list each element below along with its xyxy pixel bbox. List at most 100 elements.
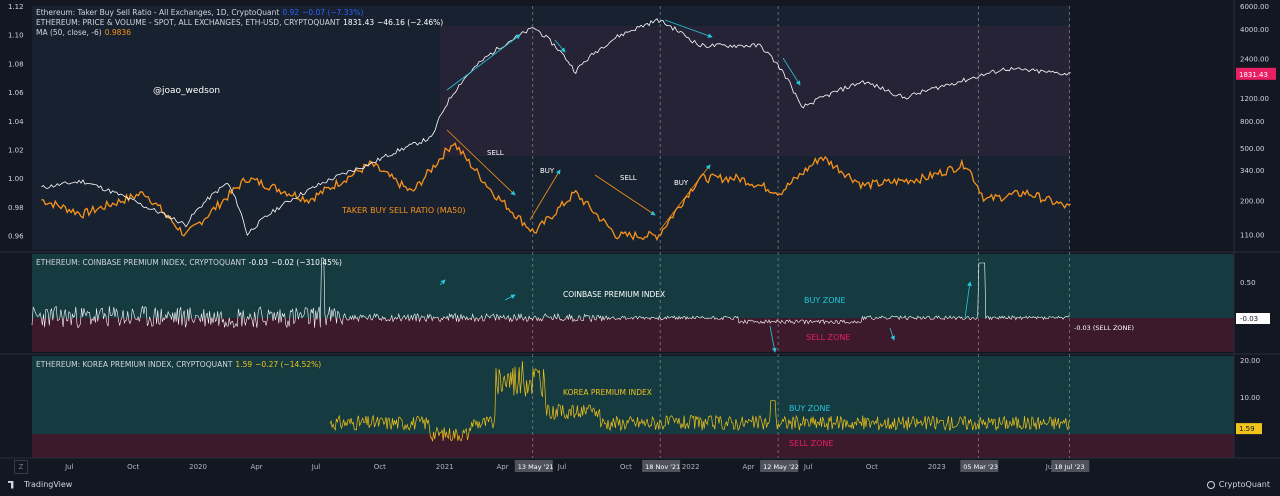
annotation-buy-2: BUY bbox=[674, 179, 689, 187]
x-tick-14: 2023 bbox=[928, 463, 946, 471]
cryptoquant-brand[interactable]: CryptoQuant bbox=[1206, 480, 1270, 489]
right-tick-top-4: 800.00 bbox=[1240, 118, 1265, 126]
cryptoquant-logo-icon bbox=[1206, 480, 1215, 489]
korea-sell-zone bbox=[32, 434, 1234, 458]
annotation-arrow-0 bbox=[446, 34, 521, 91]
legend-korea-change: −0.27 (−14.52%) bbox=[255, 360, 322, 369]
left-tick-1: 1.10 bbox=[8, 32, 24, 40]
annotation-sell-2: SELL bbox=[620, 174, 637, 182]
annotation-arrow-3 bbox=[782, 57, 801, 86]
x-tick-1: Oct bbox=[127, 463, 139, 471]
coinbase-buy-zone bbox=[32, 254, 1234, 318]
legend-ma-name: MA (50, close, -6) bbox=[36, 28, 102, 37]
right-tick-top-6: 340.00 bbox=[1240, 167, 1265, 175]
x-tick-2: 2020 bbox=[189, 463, 207, 471]
legend-korea-value: 1.59 bbox=[235, 360, 253, 369]
watermark-text: @joao_wedson bbox=[153, 86, 220, 96]
x-marker-box-4 bbox=[1051, 460, 1090, 472]
annotation-arrow-4 bbox=[446, 129, 516, 196]
annotation-arrow-1 bbox=[554, 39, 566, 53]
annotation-buy-1: BUY bbox=[540, 167, 555, 175]
top-panel-fill bbox=[32, 6, 1070, 250]
x-tick-10: 2022 bbox=[682, 463, 700, 471]
korea-title: KOREA PREMIUM INDEX bbox=[563, 388, 652, 397]
x-marker-box-0 bbox=[514, 460, 553, 472]
x-tick-0: Jul bbox=[64, 463, 74, 471]
x-marker-box-1 bbox=[642, 460, 681, 472]
annotation-arrow-12 bbox=[889, 327, 896, 341]
zoom-button[interactable]: Z bbox=[14, 460, 28, 474]
ma-line bbox=[41, 142, 1071, 242]
coinbase-end-label: -0.03 (SELL ZONE) bbox=[1074, 324, 1134, 332]
annotation-arrow-7 bbox=[659, 164, 711, 231]
legend-ratio-value: 0.92 bbox=[282, 8, 300, 17]
coinbase-title: COINBASE PREMIUM INDEX bbox=[563, 290, 665, 299]
annotation-arrow-6 bbox=[594, 174, 656, 216]
korea-value-box bbox=[1236, 423, 1262, 435]
annotation-arrow-5 bbox=[529, 169, 561, 221]
annotation-arrow-2 bbox=[664, 19, 713, 38]
legend-coinbase-change: −0.02 (−310.45%) bbox=[271, 258, 342, 267]
legend-coinbase: ETHEREUM: COINBASE PREMIUM INDEX, CRYPTO… bbox=[36, 258, 345, 268]
price-area-fill bbox=[440, 26, 1070, 156]
tradingview-brand[interactable]: TradingView bbox=[8, 480, 72, 489]
coinbase-line bbox=[31, 257, 1071, 329]
x-marker-box-3 bbox=[960, 460, 999, 472]
legend-ratio-name: Ethereum: Taker Buy Sell Ratio - All Exc… bbox=[36, 8, 280, 17]
price-label-box bbox=[1236, 67, 1276, 80]
x-marker-label-1: 18 Nov '21 bbox=[645, 463, 680, 471]
legend-price-value: 1831.43 bbox=[343, 18, 375, 27]
coinbase-tick-0: 0.50 bbox=[1240, 279, 1256, 287]
coinbase-sell-zone-label: SELL ZONE bbox=[806, 333, 850, 342]
x-tick-12: Jul bbox=[803, 463, 813, 471]
x-marker-box-2 bbox=[760, 460, 799, 472]
legend-top: Ethereum: Taker Buy Sell Ratio - All Exc… bbox=[36, 8, 446, 38]
coinbase-sell-zone bbox=[32, 318, 1234, 352]
annotation-arrow-9 bbox=[504, 294, 516, 301]
right-tick-top-2: 2400.00 bbox=[1240, 55, 1269, 63]
left-tick-0: 1.12 bbox=[8, 3, 24, 11]
left-tick-3: 1.06 bbox=[8, 89, 24, 97]
x-tick-7: Apr bbox=[496, 463, 508, 471]
legend-price-change: −46.16 (−2.46%) bbox=[377, 18, 444, 27]
legend-coinbase-value: -0.03 bbox=[248, 258, 269, 267]
korea-buy-zone-label: BUY ZONE bbox=[789, 404, 831, 413]
x-tick-4: Jul bbox=[311, 463, 321, 471]
korea-line bbox=[329, 361, 1071, 442]
x-tick-15: Jul bbox=[1045, 463, 1055, 471]
left-tick-2: 1.08 bbox=[8, 60, 24, 68]
annotation-arrow-8 bbox=[439, 279, 446, 286]
x-marker-label-2: 12 May '22 bbox=[763, 463, 799, 471]
x-marker-label-3: 05 Mar '23 bbox=[963, 463, 998, 471]
x-tick-5: Oct bbox=[374, 463, 386, 471]
korea-tick-1: 10.00 bbox=[1240, 394, 1260, 402]
coinbase-value-text: -0.03 bbox=[1240, 315, 1258, 323]
right-tick-top-0: 6000.00 bbox=[1240, 3, 1269, 11]
tradingview-logo-icon bbox=[8, 480, 14, 489]
right-tick-top-1: 4000.00 bbox=[1240, 26, 1269, 34]
x-marker-label-4: 18 Jul '23 bbox=[1054, 463, 1084, 471]
right-tick-top-8: 110.00 bbox=[1240, 232, 1265, 240]
x-tick-9: Oct bbox=[620, 463, 632, 471]
annotation-ma-label: TAKER BUY SELL RATIO (MA50) bbox=[341, 206, 465, 215]
left-tick-6: 1.00 bbox=[8, 175, 24, 183]
x-marker-label-0: 13 May '21 bbox=[518, 463, 554, 471]
coinbase-value-box bbox=[1236, 313, 1270, 324]
right-tick-top-3: 1200.00 bbox=[1240, 95, 1269, 103]
price-label-text: 1831.43 bbox=[1239, 71, 1268, 79]
legend-coinbase-name: ETHEREUM: COINBASE PREMIUM INDEX, CRYPTO… bbox=[36, 258, 246, 267]
korea-sell-zone-label: SELL ZONE bbox=[789, 439, 833, 448]
legend-korea-name: ETHEREUM: KOREA PREMIUM INDEX, CRYPTOQUA… bbox=[36, 360, 233, 369]
left-tick-4: 1.04 bbox=[8, 118, 24, 126]
coinbase-buy-zone-label: BUY ZONE bbox=[804, 296, 846, 305]
x-tick-11: Apr bbox=[742, 463, 754, 471]
annotation-arrow-11 bbox=[769, 325, 777, 353]
korea-tick-0: 20.00 bbox=[1240, 357, 1260, 365]
right-tick-top-7: 200.00 bbox=[1240, 197, 1265, 205]
korea-value-text: 1.59 bbox=[1239, 425, 1255, 433]
x-tick-3: Apr bbox=[250, 463, 262, 471]
price-line bbox=[41, 18, 1071, 237]
legend-ma-value: 0.9836 bbox=[104, 28, 131, 37]
